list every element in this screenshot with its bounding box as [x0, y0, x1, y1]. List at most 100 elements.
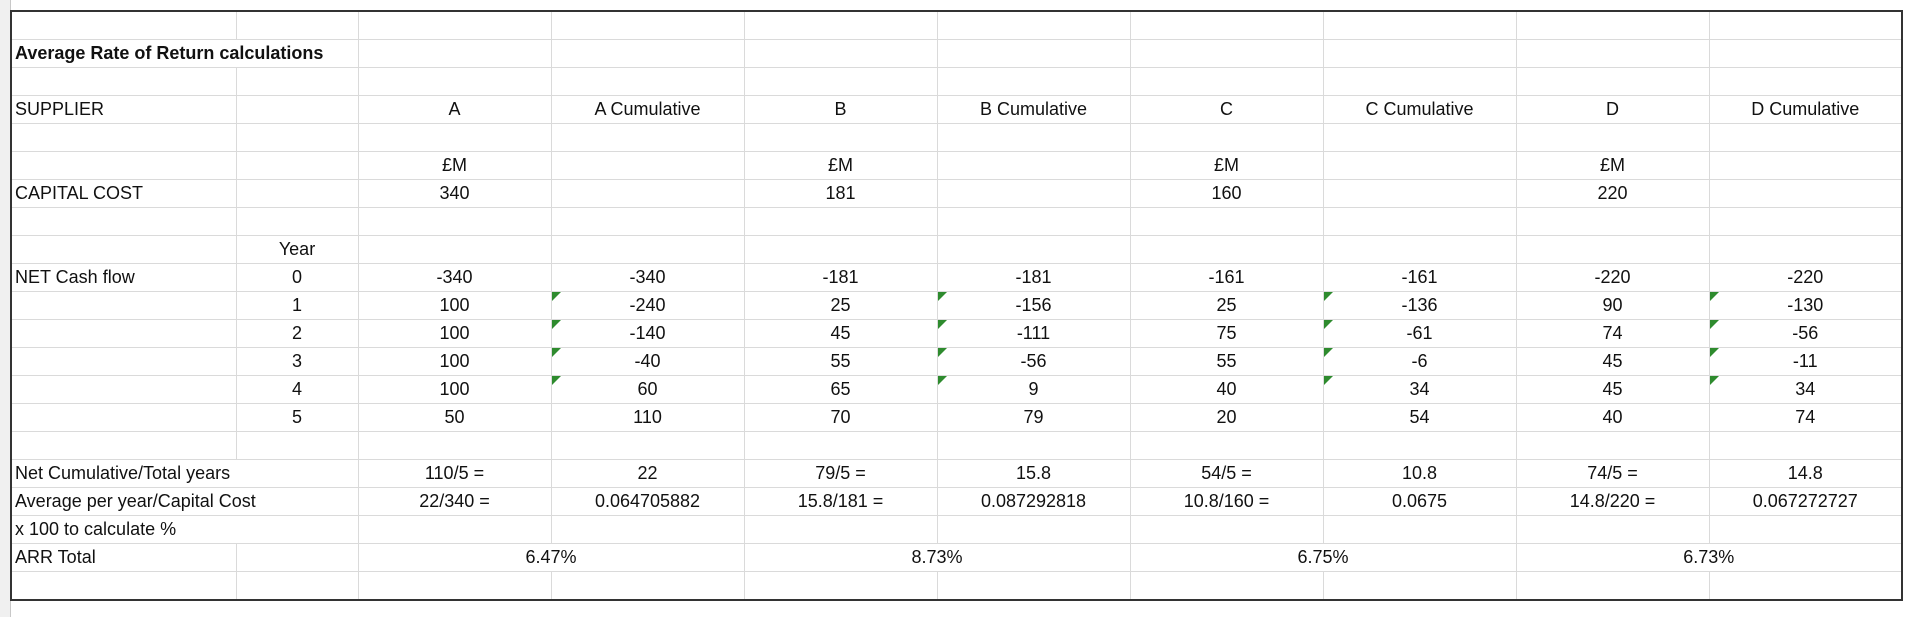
cell	[1322, 39, 1517, 68]
cell: 5	[235, 403, 359, 432]
cell	[1322, 67, 1517, 96]
sheet-row: 4 100 60 65 9 40 34 45 34	[10, 375, 1903, 404]
sheet-row: Net Cumulative/Total years 110/5 = 22 79/5 …	[10, 459, 1903, 488]
cell	[936, 571, 1131, 601]
cell: 100	[357, 375, 552, 404]
sheet-row: NET Cash flow 0 -340 -340 -181 -181 -161 -161 -2…	[10, 263, 1903, 292]
cell	[10, 403, 237, 432]
cell	[743, 39, 938, 68]
cell: 3	[235, 347, 359, 376]
cell: 9	[936, 375, 1131, 404]
cell: -11	[1708, 347, 1903, 376]
cell	[1515, 39, 1710, 68]
cell	[1708, 515, 1903, 544]
cell	[743, 515, 938, 544]
cell	[10, 151, 237, 180]
cell: 25	[1129, 291, 1324, 320]
sheet-row: £M £M £M £M	[10, 151, 1903, 180]
cell	[357, 515, 552, 544]
cell	[1515, 571, 1710, 601]
sheet-row: 2 100 -140 45 -111 75 -61 74 -56	[10, 319, 1903, 348]
cell	[743, 571, 938, 601]
cell: -56	[936, 347, 1131, 376]
cell: -220	[1708, 263, 1903, 292]
cell: 6.73%	[1515, 543, 1903, 572]
cell	[10, 319, 237, 348]
cell	[10, 123, 237, 152]
cell: 15.8/181 =	[743, 487, 938, 516]
cell: 340	[357, 179, 552, 208]
cell	[550, 571, 745, 601]
cell: 2	[235, 319, 359, 348]
cell	[1515, 431, 1710, 460]
sheet-row	[10, 431, 1903, 460]
cell: £M	[1129, 151, 1324, 180]
cell	[1515, 67, 1710, 96]
cell	[936, 431, 1131, 460]
cell: 55	[1129, 347, 1324, 376]
cell: -340	[357, 263, 552, 292]
cell: 45	[1515, 347, 1710, 376]
cell: Average Rate of Return calculations	[10, 39, 359, 68]
cell: 100	[357, 347, 552, 376]
sheet-row	[10, 207, 1903, 236]
cell: 60	[550, 375, 745, 404]
cell: 0.087292818	[936, 487, 1131, 516]
cell: 40	[1515, 403, 1710, 432]
sheet-row: CAPITAL COST 340 181 160 220	[10, 179, 1903, 208]
cell: 45	[1515, 375, 1710, 404]
cell: 74	[1708, 403, 1903, 432]
cell: -181	[936, 263, 1131, 292]
cell: 22/340 =	[357, 487, 552, 516]
spreadsheet: Average Rate of Return calculations SUPPL…	[10, 10, 1903, 601]
cell	[10, 375, 237, 404]
cell: C Cumulative	[1322, 95, 1517, 124]
cell	[743, 235, 938, 264]
cell: 15.8	[936, 459, 1131, 488]
cell	[1708, 123, 1903, 152]
cell: -340	[550, 263, 745, 292]
sheet-row	[10, 67, 1903, 96]
cell	[1129, 39, 1324, 68]
cell: SUPPLIER	[10, 95, 237, 124]
cell	[936, 207, 1131, 236]
cell: -181	[743, 263, 938, 292]
cell: 6.47%	[357, 543, 745, 572]
cell	[1708, 151, 1903, 180]
cell: 0.064705882	[550, 487, 745, 516]
cell: 74	[1515, 319, 1710, 348]
cell: 40	[1129, 375, 1324, 404]
cell: 160	[1129, 179, 1324, 208]
sheet-body: Average Rate of Return calculations SUPPL…	[10, 10, 1903, 601]
cell	[936, 39, 1131, 68]
cell	[743, 123, 938, 152]
cell: 65	[743, 375, 938, 404]
cell: 22	[550, 459, 745, 488]
cell: 20	[1129, 403, 1324, 432]
cell: 54	[1322, 403, 1517, 432]
cell	[1322, 10, 1517, 40]
cell: 54/5 =	[1129, 459, 1324, 488]
sheet-row: Average Rate of Return calculations	[10, 39, 1903, 68]
cell: 90	[1515, 291, 1710, 320]
cell	[357, 67, 552, 96]
cell	[10, 347, 237, 376]
sheet-row	[10, 123, 1903, 152]
cell: -161	[1129, 263, 1324, 292]
cell	[1129, 571, 1324, 601]
cell: A	[357, 95, 552, 124]
cell	[1515, 207, 1710, 236]
cell	[1708, 431, 1903, 460]
cell: -220	[1515, 263, 1710, 292]
cell: -140	[550, 319, 745, 348]
cell	[550, 179, 745, 208]
cell	[1322, 179, 1517, 208]
cell	[1129, 235, 1324, 264]
cell	[357, 39, 552, 68]
cell	[936, 179, 1131, 208]
cell	[235, 151, 359, 180]
cell	[1708, 39, 1903, 68]
cell	[10, 571, 237, 601]
sheet-row: 3 100 -40 55 -56 55 -6 45 -11	[10, 347, 1903, 376]
cell	[743, 207, 938, 236]
